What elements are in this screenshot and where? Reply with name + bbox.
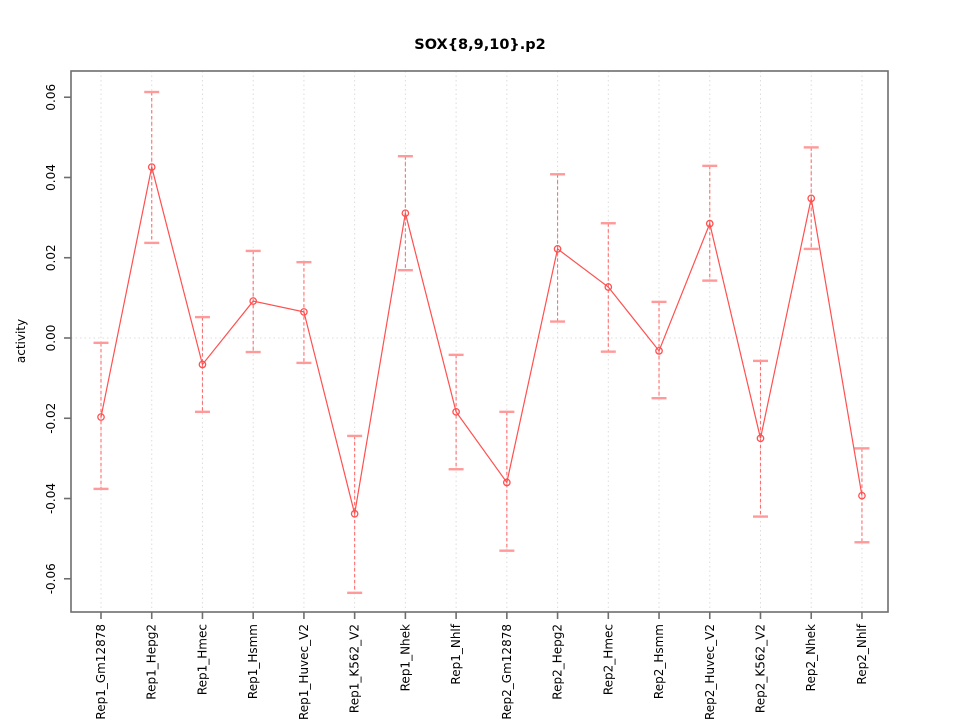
x-tick-label: Rep1_Hepg2 — [145, 624, 159, 700]
series-layer — [93, 90, 870, 595]
x-tick-label: Rep1_Nhek — [398, 624, 412, 691]
x-tick-label: Rep1_K562_V2 — [348, 624, 362, 713]
data-point — [198, 360, 207, 369]
y-tick-label: 0.02 — [44, 244, 58, 271]
x-tick-label: Rep2_K562_V2 — [753, 624, 767, 713]
y-tick-label: 0.04 — [44, 164, 58, 191]
data-point — [350, 509, 359, 518]
x-tick-label: Rep1_Hsmm — [246, 624, 260, 699]
x-tick-label: Rep1_Gm12878 — [94, 624, 108, 720]
data-point — [147, 163, 156, 171]
data-point — [655, 346, 663, 355]
data-point — [604, 283, 613, 291]
x-tick-label: Rep2_Hmec — [601, 624, 615, 695]
x-tick-label: Rep2_Hsmm — [652, 624, 666, 699]
data-point — [97, 413, 105, 421]
x-tick-label: Rep1_Hmec — [195, 624, 209, 695]
x-tick-label: Rep1_Huvec_V2 — [297, 624, 311, 720]
y-tick-label: -0.04 — [44, 483, 58, 514]
y-tick-label: 0.00 — [44, 325, 58, 352]
y-tick-label: -0.06 — [44, 563, 58, 594]
axis-layer: -0.06 -0.04 -0.02 0.00 0.02 0.04 0.06 Rep1_Gm12… — [44, 70, 889, 720]
x-tick-label: Rep2_Nhek — [804, 624, 818, 691]
grid-layer — [71, 71, 888, 612]
x-tick-label: Rep2_Nhlf — [855, 623, 869, 684]
y-tick-label: 0.06 — [44, 84, 58, 111]
plot-border — [70, 70, 889, 613]
chart-title: SOX{8,9,10}.p2 — [414, 37, 545, 53]
data-point — [502, 478, 511, 487]
data-point — [300, 308, 308, 316]
data-point — [858, 491, 866, 500]
data-point — [553, 245, 562, 253]
data-point — [705, 219, 714, 228]
data-point — [807, 194, 816, 203]
data-point — [249, 297, 258, 305]
data-point — [452, 407, 460, 416]
data-point — [756, 434, 765, 443]
y-tick-label: -0.02 — [44, 403, 58, 434]
x-tick-label: Rep2_Huvec_V2 — [703, 624, 717, 720]
y-axis-title: activity — [14, 319, 28, 363]
series-line — [100, 166, 863, 514]
data-point — [401, 209, 410, 218]
x-tick-label: Rep2_Hepg2 — [551, 624, 565, 700]
x-tick-label: Rep2_Gm12878 — [500, 624, 514, 720]
x-tick-label: Rep1_Nhlf — [449, 623, 463, 684]
